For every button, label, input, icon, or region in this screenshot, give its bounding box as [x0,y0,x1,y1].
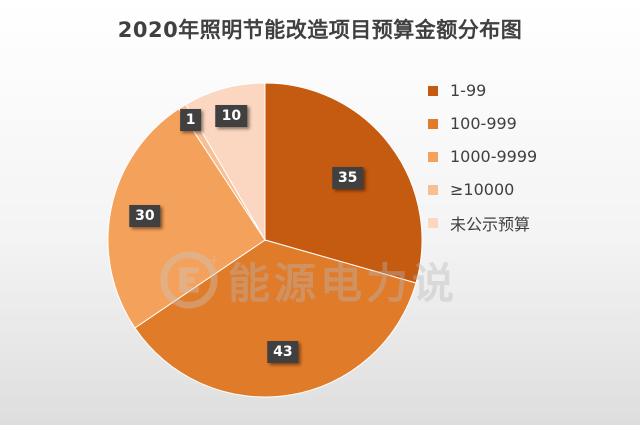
legend-label: 1000-9999 [450,147,538,166]
legend-swatch [428,217,438,228]
pie-slice-2 [107,108,266,329]
legend-swatch [428,151,438,162]
data-label: 10 [215,104,248,127]
data-label: 30 [129,204,161,227]
watermark-text: 能源电力说 [228,258,459,308]
chart-legend: 1-99 100-999 1000-9999 ≥10000 未公示预算 [428,74,578,239]
legend-swatch [428,118,438,129]
pie-slice-1 [134,239,417,398]
watermark: + 能源电力说 [160,245,560,315]
data-label: 1 [179,108,202,131]
legend-item: ≥10000 [428,173,578,206]
legend-item: 1-99 [428,74,578,107]
legend-item: 100-999 [428,107,578,140]
svg-text:+: + [208,253,218,269]
data-label: 43 [267,340,299,363]
legend-label: 100-999 [450,114,517,133]
legend-swatch [428,85,438,96]
legend-swatch [428,184,438,195]
energy-power-logo-icon: + [160,251,218,309]
legend-label: 1-99 [450,81,487,100]
legend-item: 未公示预算 [428,206,578,239]
legend-label: 未公示预算 [450,214,531,234]
data-label: 35 [331,166,364,189]
chart-title: 2020年照明节能改造项目预算金额分布图 [117,18,523,42]
legend-label: ≥10000 [450,180,515,199]
legend-item: 1000-9999 [428,140,578,173]
